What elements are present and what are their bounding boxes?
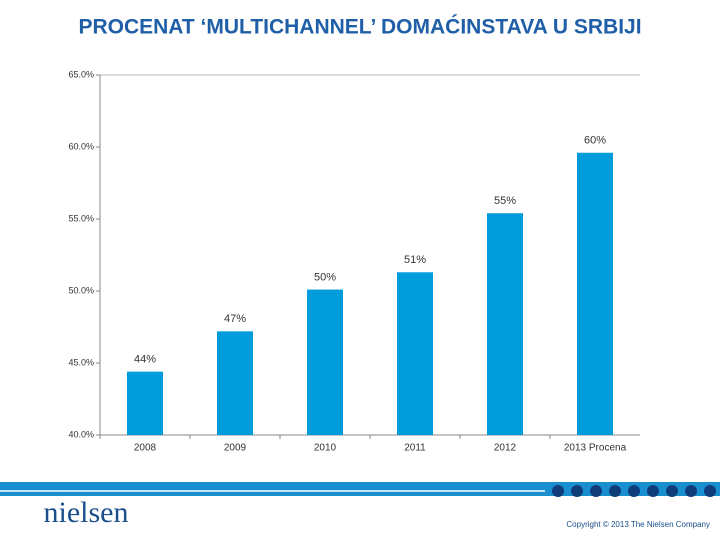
- footer-dots: [552, 485, 716, 497]
- footer-band: [0, 482, 720, 496]
- y-tick-label: 45.0%: [68, 357, 94, 367]
- x-tick-label: 2013 Procena: [564, 443, 627, 454]
- value-label: 47%: [224, 313, 246, 325]
- x-tick-label: 2011: [404, 443, 426, 454]
- value-label: 50%: [314, 271, 336, 283]
- logo: nielsen: [44, 496, 129, 529]
- value-label: 60%: [584, 135, 606, 147]
- x-tick-label: 2008: [134, 443, 157, 454]
- y-tick-label: 50.0%: [68, 285, 94, 295]
- y-tick-label: 60.0%: [68, 141, 94, 151]
- value-label: 51%: [404, 254, 426, 266]
- y-tick-label: 40.0%: [68, 429, 94, 439]
- x-tick-label: 2012: [494, 443, 517, 454]
- bar: [307, 289, 343, 435]
- y-tick-label: 65.0%: [68, 69, 94, 79]
- bar: [127, 371, 163, 435]
- bar: [577, 152, 613, 435]
- bar: [397, 272, 433, 435]
- bar: [217, 331, 253, 435]
- value-label: 55%: [494, 195, 516, 207]
- y-tick-label: 55.0%: [68, 213, 94, 223]
- value-label: 44%: [134, 354, 156, 366]
- x-tick-label: 2009: [224, 443, 247, 454]
- chart-title: PROCENAT ‘MULTICHANNEL’ DOMAĆINSTAVA U S…: [78, 15, 641, 39]
- bar: [487, 213, 523, 435]
- copyright: Copyright © 2013 The Nielsen Company: [566, 520, 710, 529]
- x-tick-label: 2010: [314, 443, 337, 454]
